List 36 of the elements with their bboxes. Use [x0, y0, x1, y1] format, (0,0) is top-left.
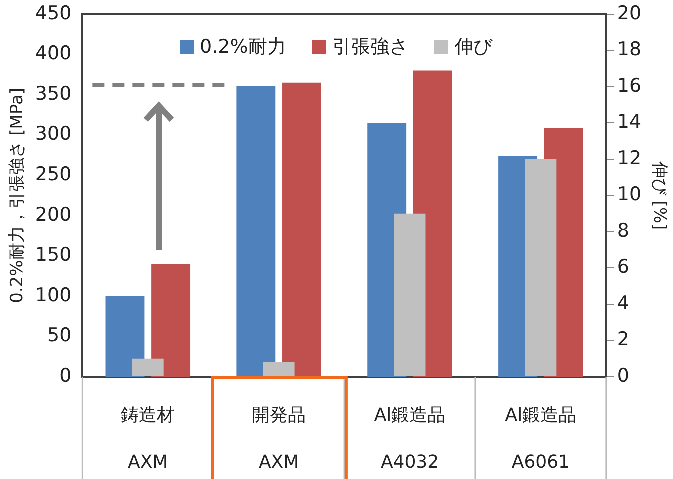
y2-axis-title: 伸び [%]: [649, 160, 670, 230]
y2-tick-label: 2: [617, 328, 630, 351]
category-label: Al鍛造品 A4032: [374, 405, 446, 473]
bar: [236, 86, 276, 377]
y2-tick-label: 18: [617, 38, 642, 61]
category-label: 鋳造材 AXM: [121, 405, 176, 473]
bar: [132, 358, 164, 376]
legend-label: 伸び: [453, 35, 492, 60]
category-label: 開発品 AXM: [252, 405, 306, 473]
y2-tick-label: 12: [617, 147, 642, 170]
y-tick-label: 100: [35, 284, 72, 306]
y-tick-label: 150: [35, 244, 72, 266]
y-tick-label: 350: [35, 82, 72, 105]
bar: [282, 82, 322, 377]
y2-tick-label: 20: [617, 2, 642, 24]
y2-tick-label: 8: [617, 220, 630, 242]
y2-tick-label: 10: [617, 184, 642, 206]
y-tick-label: 300: [35, 123, 72, 146]
y-tick-label: 250: [35, 163, 72, 186]
y2-tick-label: 4: [617, 292, 630, 314]
category-label: Al鍛造品 A6061: [505, 405, 577, 473]
y2-tick-label: 0: [617, 364, 630, 387]
y-tick-label: 450: [35, 2, 72, 24]
y2-tick-label: 6: [617, 256, 630, 278]
y-tick-label: 200: [35, 204, 72, 226]
legend-label: 0.2%耐力: [199, 35, 286, 60]
bar: [106, 296, 145, 377]
bar: [152, 264, 191, 377]
bar: [263, 362, 295, 376]
y2-tick-label: 14: [617, 111, 642, 134]
y2-tick-label: 16: [617, 74, 642, 97]
y-tick-label: 50: [47, 324, 72, 347]
y-axis-title: 0.2%耐力，引張強さ [MPa]: [8, 88, 28, 304]
y-tick-label: 400: [35, 42, 72, 65]
y-tick-label: 0: [60, 364, 72, 387]
legend-label: 引張強さ: [331, 35, 408, 60]
